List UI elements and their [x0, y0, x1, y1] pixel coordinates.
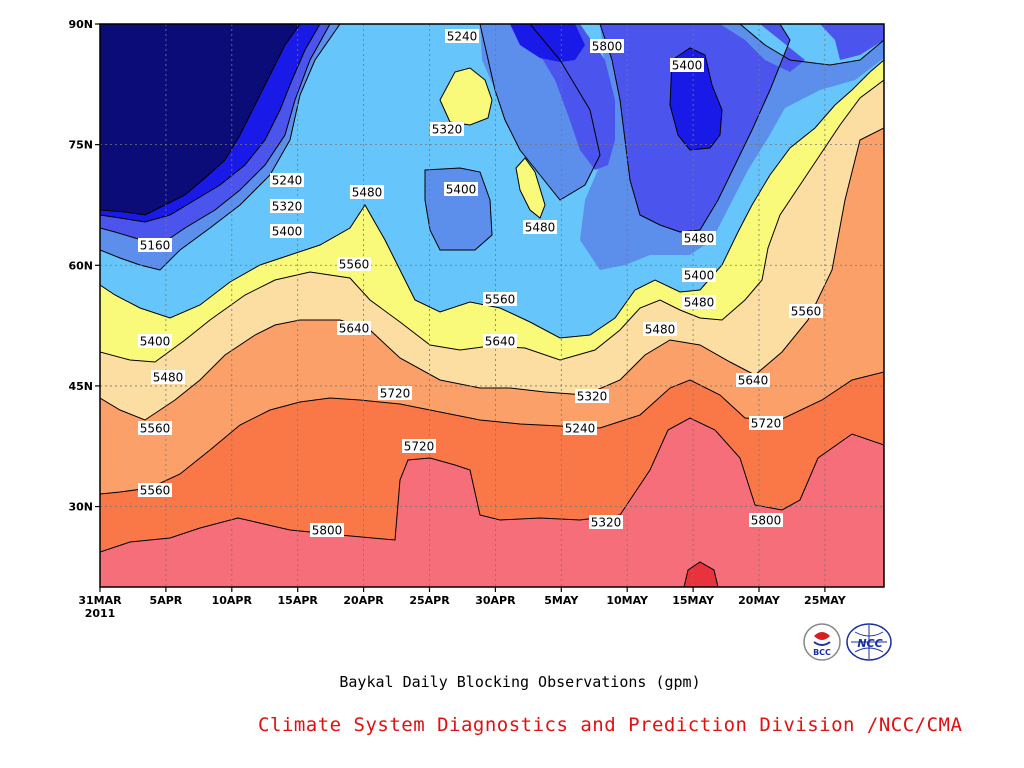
- x-tick-label: 31MAR: [78, 594, 122, 607]
- contour-label: 5640: [485, 335, 516, 349]
- contour-label-bg: [310, 523, 344, 537]
- x-tick-label: 5MAY: [544, 594, 579, 607]
- x-year-label: 2011: [85, 607, 116, 620]
- y-tick-label: 45N: [68, 380, 93, 393]
- contour-label: 5240: [565, 422, 596, 436]
- band-below-5160: [100, 24, 300, 215]
- pocket-5480-north: [440, 68, 492, 125]
- contour-label-bg: [590, 39, 624, 53]
- contour-label: 5400: [140, 335, 171, 349]
- contour-label-bg: [736, 373, 770, 387]
- svg-text:BCC: BCC: [813, 648, 831, 657]
- x-tick-label: 15MAY: [672, 594, 715, 607]
- contour-label: 5640: [339, 322, 370, 336]
- contour-label-bg: [378, 386, 412, 400]
- contour-label-bg: [483, 292, 517, 306]
- x-tick-label: 5APR: [150, 594, 183, 607]
- contour-label-bg: [444, 182, 478, 196]
- contour-label-bg: [682, 231, 716, 245]
- contour-label: 5400: [446, 183, 477, 197]
- contour-label: 5560: [791, 305, 822, 319]
- contour-label: 5480: [645, 323, 676, 337]
- contour-label-bg: [138, 421, 172, 435]
- y-tick-label: 30N: [68, 501, 93, 514]
- contour-label: 5320: [272, 200, 303, 214]
- x-tick-label: 30APR: [475, 594, 516, 607]
- pocket-5480-center: [516, 158, 545, 218]
- bcc-logo: BCC: [802, 622, 842, 662]
- contour-label-bg: [563, 421, 597, 435]
- svg-text:NCC: NCC: [857, 637, 882, 650]
- contour-label: 5320: [432, 123, 463, 137]
- contour-label: 5480: [684, 232, 715, 246]
- contour-label: 5720: [404, 440, 435, 454]
- chart-caption: Baykal Daily Blocking Observations (gpm): [339, 673, 701, 691]
- contour-label-bg: [270, 199, 304, 213]
- contour-label: 5720: [751, 417, 782, 431]
- contour-label-bg: [789, 304, 823, 318]
- contour-label-bg: [337, 321, 371, 335]
- contour-label-bg: [749, 416, 783, 430]
- y-tick-label: 75N: [68, 139, 93, 152]
- contour-label: 5800: [592, 40, 623, 54]
- contour-label: 5720: [380, 387, 411, 401]
- contour-label: 5400: [684, 269, 715, 283]
- contour-label-bg: [151, 370, 185, 384]
- contour-label-bg: [430, 122, 464, 136]
- contour-label-bg: [589, 515, 623, 529]
- contour-label: 5560: [339, 258, 370, 272]
- contour-label-bg: [270, 173, 304, 187]
- contour-label: 5480: [352, 186, 383, 200]
- contour-label-bg: [138, 483, 172, 497]
- x-tick-label: 10APR: [212, 594, 253, 607]
- ncc-logo: NCC: [845, 622, 893, 662]
- contour-label: 5400: [672, 59, 703, 73]
- contour-label: 5800: [312, 524, 343, 538]
- contour-label: 5480: [525, 221, 556, 235]
- contour-label: 5640: [738, 374, 769, 388]
- contour-label: 5240: [272, 174, 303, 188]
- contour-label-bg: [670, 58, 704, 72]
- contour-label: 5320: [591, 516, 622, 530]
- x-tick-label: 10MAY: [606, 594, 649, 607]
- contour-label-bg: [270, 224, 304, 238]
- contour-label: 5400: [272, 225, 303, 239]
- contour-label-bg: [682, 268, 716, 282]
- contour-label: 5320: [577, 390, 608, 404]
- contour-label: 5800: [751, 514, 782, 528]
- contour-label-bg: [138, 334, 172, 348]
- plot-frame: [99, 23, 885, 588]
- contour-label-bg: [523, 220, 557, 234]
- contour-label-bg: [575, 389, 609, 403]
- x-tick-label: 20APR: [343, 594, 384, 607]
- y-tick-label: 60N: [68, 259, 93, 272]
- contour-label: 5560: [485, 293, 516, 307]
- contour-labels: 5160 5240 5320 5400 5480 5560 5640 5720 5800 5240…: [138, 29, 823, 538]
- contour-label: 5240: [447, 30, 478, 44]
- contour-label-bg: [643, 322, 677, 336]
- contour-label-bg: [749, 513, 783, 527]
- contour-label-bg: [337, 257, 371, 271]
- contour-label: 5560: [140, 422, 171, 436]
- contour-label-bg: [350, 185, 384, 199]
- credit-line: Climate System Diagnostics and Predictio…: [258, 714, 963, 736]
- x-axis: 31MAR 5APR 10APR 15APR 20APR 25APR 30APR 5MAY 10…: [78, 587, 847, 620]
- x-tick-label: 15APR: [278, 594, 319, 607]
- contour-label-bg: [483, 334, 517, 348]
- contour-label-bg: [402, 439, 436, 453]
- x-tick-label: 25APR: [409, 594, 450, 607]
- x-tick-label: 20MAY: [738, 594, 781, 607]
- contour-label-bg: [445, 29, 479, 43]
- x-tick-label: 25MAY: [804, 594, 847, 607]
- contour-lines: [100, 24, 884, 587]
- contour-label: 5480: [684, 296, 715, 310]
- y-axis: 30N 45N 60N 75N 90N: [68, 18, 100, 514]
- contour-label-bg: [682, 295, 716, 309]
- contour-label: 5560: [140, 484, 171, 498]
- y-tick-label: 90N: [68, 18, 93, 31]
- contour-label: 5480: [153, 371, 184, 385]
- contour-label-bg: [138, 238, 172, 252]
- contour-label: 5160: [140, 239, 171, 253]
